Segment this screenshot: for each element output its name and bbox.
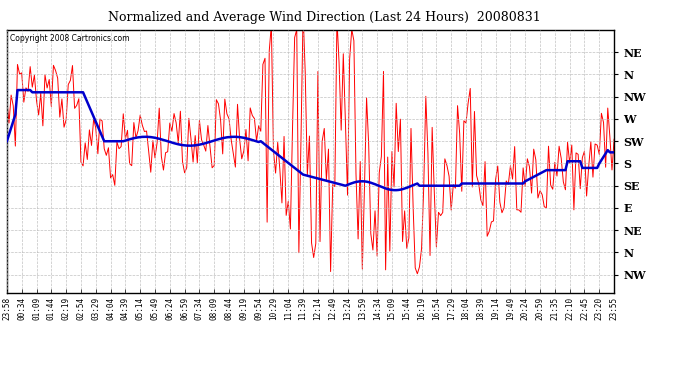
Text: Normalized and Average Wind Direction (Last 24 Hours)  20080831: Normalized and Average Wind Direction (L… (108, 11, 541, 24)
Text: Copyright 2008 Cartronics.com: Copyright 2008 Cartronics.com (10, 34, 130, 43)
